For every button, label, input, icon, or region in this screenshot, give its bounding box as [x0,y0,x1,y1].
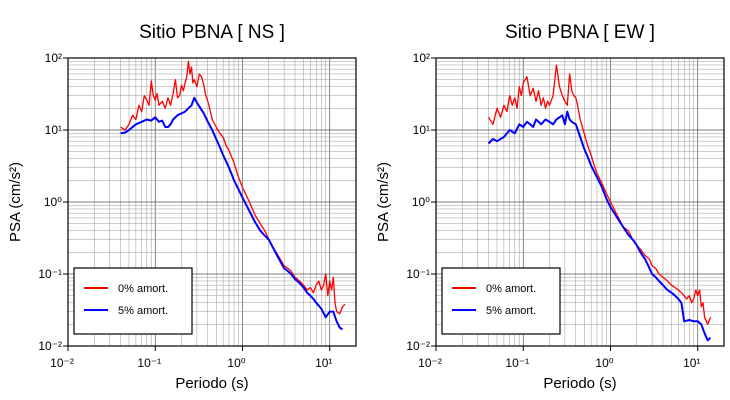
series-line-0 [487,64,712,325]
chart-panel-0: 10⁻² 10⁻¹ 10⁰ 10¹ 10⁻² 10⁻¹ 10⁰ 10¹ 10² Sitio PBN… [7,22,357,392]
y-tick-label: 10⁻¹ [406,267,430,281]
legend-box [73,267,193,335]
legend: 0% amort. 5% amort. [441,267,561,335]
legend-label-1: 5% amort. [486,305,536,317]
x-tick-label: 10⁻² [418,356,442,370]
legend-label-1: 5% amort. [118,305,168,317]
y-tick-label: 10⁻¹ [38,267,62,281]
legend-box [441,267,561,335]
series-line-0 [120,60,346,315]
chart-title: Sitio PBNA [ NS ] [139,22,285,43]
legend: 0% amort. 5% amort. [73,267,193,335]
chart-title: Sitio PBNA [ EW ] [505,22,655,43]
legend-label-0: 0% amort. [118,283,168,295]
x-axis-label: Periodo (s) [175,375,248,392]
grid-lines [68,58,356,346]
grid-lines [436,58,724,346]
y-tick-label: 10² [45,51,62,65]
x-tick-label: 10⁰ [227,356,245,370]
y-tick-label: 10⁰ [412,195,430,209]
legend-label-0: 0% amort. [486,283,536,295]
chart-panel-1: 10⁻² 10⁻¹ 10⁰ 10¹ 10⁻² 10⁻¹ 10⁰ 10¹ 10² Sitio PBN… [375,22,725,392]
y-axis-label: PSA (cm/s²) [7,162,24,242]
y-tick-label: 10⁻² [406,339,430,353]
y-tick-label: 10¹ [413,123,430,137]
y-tick-label: 10⁻² [38,339,62,353]
y-axis-label: PSA (cm/s²) [375,162,392,242]
x-tick-label: 10⁻² [50,356,74,370]
y-tick-label: 10⁰ [44,195,62,209]
x-tick-label: 10¹ [315,356,332,370]
series-line-1 [487,110,712,342]
series-line-1 [120,96,344,331]
x-tick-label: 10⁻¹ [137,356,161,370]
x-tick-label: 10⁰ [595,356,613,370]
y-tick-label: 10¹ [45,123,62,137]
x-axis-label: Periodo (s) [543,375,616,392]
x-tick-label: 10⁻¹ [505,356,529,370]
y-tick-label: 10² [413,51,430,65]
x-tick-label: 10¹ [683,356,700,370]
